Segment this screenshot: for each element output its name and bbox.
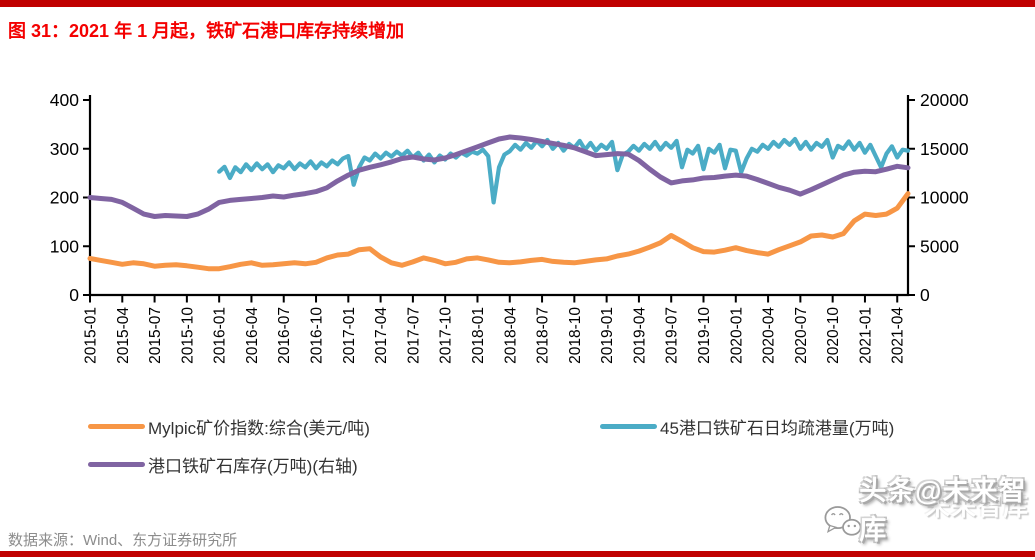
legend-item-price-index: Mylpic矿价指数:综合(美元/吨) xyxy=(88,414,600,439)
legend-row-2: 港口铁矿石库存(万吨)(右轴) xyxy=(88,445,988,483)
x-tick-label: 2020-01 xyxy=(728,307,745,364)
left-tick-label: 300 xyxy=(50,139,79,159)
chat-bubbles-logo-icon xyxy=(824,506,862,536)
orange-line-swatch xyxy=(88,423,145,429)
left-tick-label: 200 xyxy=(50,188,79,208)
top-accent-bar xyxy=(0,0,1035,7)
chart-legend: Mylpic矿价指数:综合(美元/吨) 45港口铁矿石日均疏港量(万吨) 港口铁… xyxy=(88,407,988,483)
x-tick-label: 2017-07 xyxy=(405,307,422,364)
left-tick-label: 400 xyxy=(50,90,79,110)
x-tick-label: 2021-04 xyxy=(890,307,907,364)
left-tick-label: 100 xyxy=(50,236,79,256)
x-tick-label: 2020-04 xyxy=(761,307,778,364)
x-tick-label: 2019-04 xyxy=(631,307,648,364)
x-tick-label: 2020-07 xyxy=(793,307,810,364)
x-tick-label: 2019-10 xyxy=(696,307,713,364)
figure-title: 图 31：2021 年 1 月起，铁矿石港口库存持续增加 xyxy=(8,21,405,41)
x-tick-label: 2020-10 xyxy=(825,307,842,364)
purple-line-swatch xyxy=(88,461,145,467)
x-tick-label: 2016-04 xyxy=(244,307,261,364)
legend-label-port-throughput: 45港口铁矿石日均疏港量(万吨) xyxy=(660,418,895,438)
series-line-2 xyxy=(87,134,911,219)
left-tick-label: 0 xyxy=(69,285,79,305)
x-tick-label: 2019-07 xyxy=(664,307,681,364)
legend-item-port-inventory: 港口铁矿石库存(万吨)(右轴) xyxy=(88,452,600,477)
x-tick-label: 2016-07 xyxy=(276,307,293,364)
x-tick-label: 2018-10 xyxy=(567,307,584,364)
right-tick-label: 10000 xyxy=(920,188,969,208)
x-tick-label: 2016-01 xyxy=(212,307,229,364)
right-tick-label: 15000 xyxy=(920,139,969,159)
right-tick-label: 5000 xyxy=(920,236,959,256)
x-tick-label: 2017-01 xyxy=(341,307,358,364)
legend-row-1: Mylpic矿价指数:综合(美元/吨) 45港口铁矿石日均疏港量(万吨) xyxy=(88,407,988,445)
x-tick-label: 2015-04 xyxy=(115,307,132,364)
right-tick-label: 20000 xyxy=(920,90,969,110)
right-tick-label: 0 xyxy=(920,285,930,305)
x-tick-label: 2016-10 xyxy=(309,307,326,364)
x-tick-label: 2015-07 xyxy=(147,307,164,364)
series-line-0 xyxy=(87,191,911,272)
chart-canvas: 0 100 200 300 400 0 5000 10000 15000 20000 2015-01… xyxy=(50,90,969,364)
x-tick-label: 2017-10 xyxy=(438,307,455,364)
watermark-ghost-text: 未来智库 xyxy=(924,493,1029,521)
legend-item-port-throughput: 45港口铁矿石日均疏港量(万吨) xyxy=(600,414,894,439)
x-tick-label: 2021-01 xyxy=(857,307,874,364)
x-tick-label: 2017-04 xyxy=(373,307,390,364)
x-tick-label: 2015-01 xyxy=(83,307,100,364)
x-tick-label: 2018-07 xyxy=(535,307,552,364)
x-tick-label: 2019-01 xyxy=(599,307,616,364)
data-source-note: 数据来源：Wind、东方证券研究所 xyxy=(8,532,238,549)
watermark: 未来智库 头条@未来智库 xyxy=(821,476,1031,549)
teal-line-swatch xyxy=(600,423,657,429)
series-line-1 xyxy=(217,136,911,205)
bottom-accent-bar xyxy=(0,551,1035,557)
x-tick-label: 2018-04 xyxy=(502,307,519,364)
x-tick-label: 2018-01 xyxy=(470,307,487,364)
x-tick-label: 2015-10 xyxy=(179,307,196,364)
legend-label-price-index: Mylpic矿价指数:综合(美元/吨) xyxy=(148,418,370,438)
legend-label-port-inventory: 港口铁矿石库存(万吨)(右轴) xyxy=(148,456,358,476)
